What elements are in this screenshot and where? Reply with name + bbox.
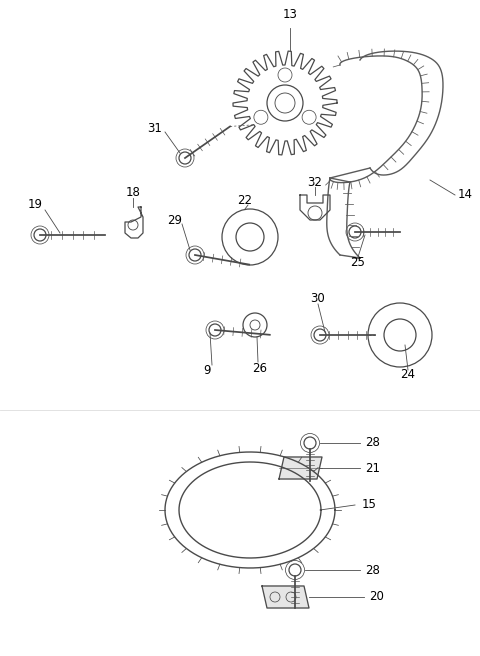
Text: 24: 24 <box>400 369 416 382</box>
Text: 28: 28 <box>365 436 380 449</box>
Text: 15: 15 <box>362 499 377 512</box>
Text: 21: 21 <box>365 462 380 474</box>
Text: 22: 22 <box>238 194 252 207</box>
Text: 9: 9 <box>203 363 211 377</box>
Text: 32: 32 <box>308 176 323 188</box>
Text: 29: 29 <box>168 213 182 226</box>
Text: 30: 30 <box>311 291 325 304</box>
Text: 18: 18 <box>126 186 141 199</box>
Text: 20: 20 <box>369 590 384 604</box>
Text: 19: 19 <box>27 199 43 211</box>
Text: 13: 13 <box>283 8 298 21</box>
Polygon shape <box>279 457 322 479</box>
Text: 26: 26 <box>252 361 267 375</box>
Text: 14: 14 <box>458 188 473 201</box>
Text: 31: 31 <box>147 121 162 134</box>
Text: 28: 28 <box>365 564 380 577</box>
Polygon shape <box>262 586 309 608</box>
Text: 25: 25 <box>350 255 365 268</box>
